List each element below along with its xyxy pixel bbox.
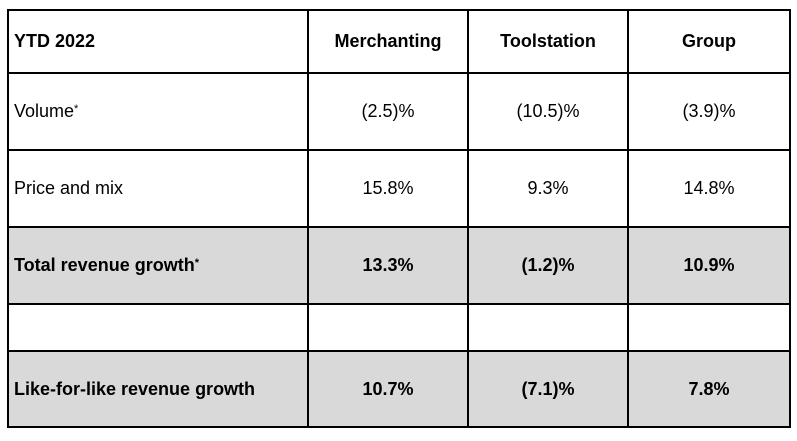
table-row-price-mix: Price and mix 15.8% 9.3% 14.8% — [7, 149, 791, 228]
revenue-growth-table: YTD 2022 Merchanting Toolstation Group V… — [7, 9, 791, 428]
header-group: Group — [627, 9, 791, 74]
cell-merchanting: 15.8% — [307, 149, 469, 228]
cell-toolstation: (10.5)% — [467, 72, 629, 151]
row-label-text: Total revenue growth — [14, 255, 195, 275]
cell-toolstation — [467, 303, 629, 352]
cell-toolstation: 9.3% — [467, 149, 629, 228]
table-row-spacer — [7, 303, 791, 352]
table-row-volume: Volume* (2.5)% (10.5)% (3.9)% — [7, 72, 791, 151]
header-merchanting: Merchanting — [307, 9, 469, 74]
cell-merchanting — [307, 303, 469, 352]
header-toolstation: Toolstation — [467, 9, 629, 74]
footnote-mark: * — [74, 103, 79, 115]
header-period: YTD 2022 — [7, 9, 309, 74]
cell-toolstation: (1.2)% — [467, 226, 629, 305]
row-label: Like-for-like revenue growth — [7, 350, 309, 428]
row-label: Volume* — [7, 72, 309, 151]
table-row-like-for-like: Like-for-like revenue growth 10.7% (7.1)… — [7, 350, 791, 428]
row-label-text: Price and mix — [14, 178, 124, 198]
table-header-row: YTD 2022 Merchanting Toolstation Group — [7, 9, 791, 74]
row-label: Total revenue growth* — [7, 226, 309, 305]
cell-group: 10.9% — [627, 226, 791, 305]
cell-merchanting: 13.3% — [307, 226, 469, 305]
cell-group: (3.9)% — [627, 72, 791, 151]
row-label — [7, 303, 309, 352]
cell-merchanting: (2.5)% — [307, 72, 469, 151]
cell-group: 7.8% — [627, 350, 791, 428]
cell-toolstation: (7.1)% — [467, 350, 629, 428]
footnote-mark: * — [194, 257, 199, 269]
cell-merchanting: 10.7% — [307, 350, 469, 428]
row-label-text: Volume — [14, 101, 75, 121]
row-label: Price and mix — [7, 149, 309, 228]
cell-group: 14.8% — [627, 149, 791, 228]
cell-group — [627, 303, 791, 352]
row-label-text: Like-for-like revenue growth — [14, 378, 256, 399]
table-row-total-revenue-growth: Total revenue growth* 13.3% (1.2)% 10.9% — [7, 226, 791, 305]
